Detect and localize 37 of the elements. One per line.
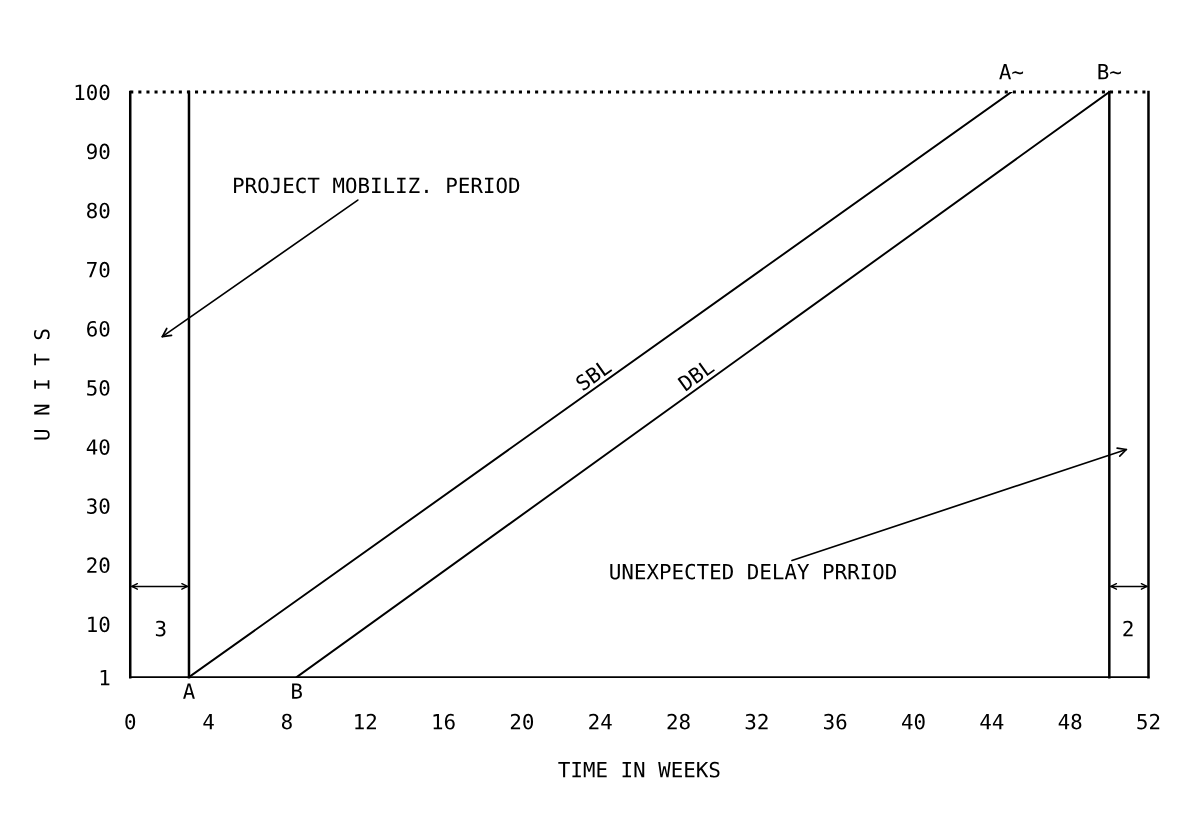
x-tick-label: 24 [589,713,612,730]
x-tick-label: 4 [203,714,214,730]
y-tick-label: 70 [87,261,110,278]
y-tick-label: 30 [87,498,110,514]
x-tick-label: 12 [355,713,376,730]
annotation: 2 [1123,620,1133,637]
x-tick-label: 36 [824,713,847,730]
x-tick-label: 32 [745,713,768,730]
annotation: B~ [1098,64,1121,80]
x-tick-label: 0 [125,713,136,730]
text: SBL [574,358,613,392]
y-tick-label: 10 [88,616,110,633]
x-tick-label: 40 [902,713,925,730]
x-axis-title: TIME IN WEEKS [558,761,720,778]
y-tick-label: 40 [86,439,110,455]
y-tick-label: 90 [87,143,110,160]
x-tick-label: 28 [667,713,690,730]
annotation: A [183,683,195,699]
x-tick-label: 48 [1058,713,1082,730]
x-tick-label: 52 [1137,713,1160,730]
annotation: B [292,683,302,699]
y-tick-label: 60 [87,320,110,337]
y-tick-label: 50 [87,380,110,396]
annotation: PROJECT MOBILIZ. PERIOD [234,177,520,194]
text: DBL [677,358,715,392]
x-tick-label: 16 [433,713,455,730]
annotation: A~ [999,64,1024,80]
y-tick-label: 80 [87,202,110,219]
y-tick-label: 20 [87,557,110,574]
x-tick-label: 8 [281,713,292,730]
x-tick-label: 44 [980,714,1004,730]
y-axis-title: U N I T S [33,329,50,440]
x-tick-label: 20 [510,713,534,730]
annotation: UNEXPECTED DELAY PRRIOD [610,563,896,580]
y-tick-label: 100 [75,84,110,101]
y-tick-label: 1 [100,669,110,686]
annotation: 3 [155,620,166,637]
